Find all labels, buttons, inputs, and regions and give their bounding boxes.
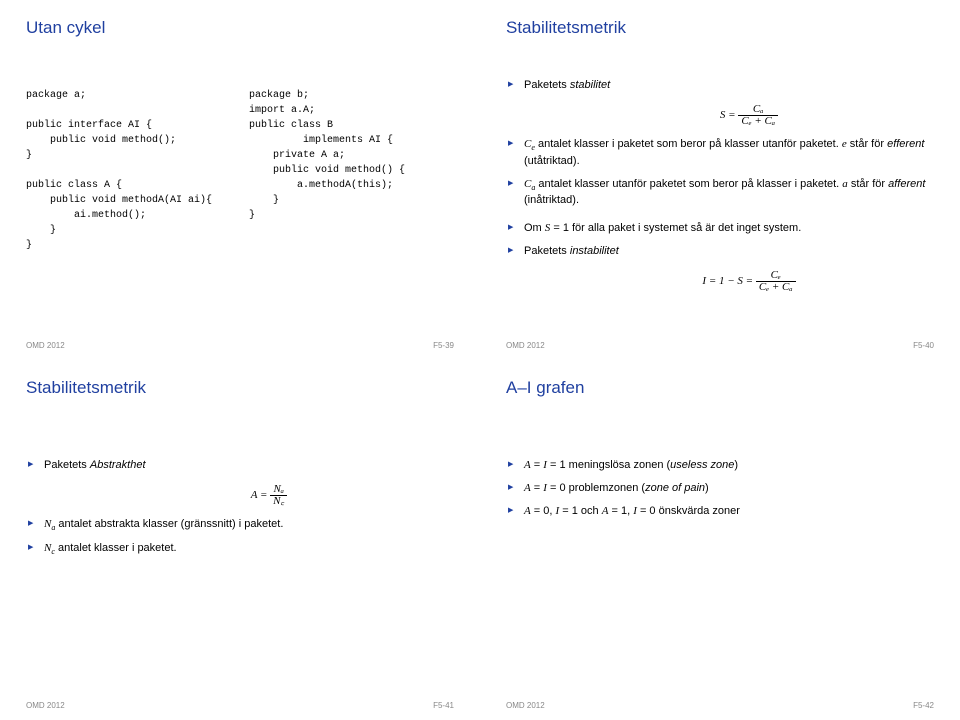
slide-q2: Stabilitetsmetrik Paketets stabilitet S … xyxy=(480,0,960,360)
q1-code-columns: package a; public interface AI { public … xyxy=(26,88,454,253)
q1-footer-right: F5-39 xyxy=(433,341,454,350)
q2-inst-den: Cₑ + Cₐ xyxy=(756,282,796,293)
q3-abs-lhs: A = xyxy=(251,489,268,501)
q2-stab-frac: Cₐ Cₑ + Cₐ xyxy=(738,104,778,127)
q3-b3: Nc antalet klasser i paketet. xyxy=(44,541,454,558)
q2-b5-em: instabilitet xyxy=(570,245,619,257)
q3-b1: Paketets Abstrakthet A = Nₐ N꜀ xyxy=(44,458,454,507)
q2-title: Stabilitetsmetrik xyxy=(506,18,934,38)
q3-bullets: Paketets Abstrakthet A = Nₐ N꜀ Na antale… xyxy=(26,458,454,558)
q2-inst-frac: Cₑ Cₑ + Cₐ xyxy=(756,270,796,293)
q3-abstract-formula: A = Nₐ N꜀ xyxy=(84,484,454,507)
q2-inst-lhs: I = 1 − S = xyxy=(702,275,753,287)
q1-footer: OMD 2012 F5-39 xyxy=(26,341,454,350)
q4-bullets: A = I = 1 meningslösa zonen (useless zon… xyxy=(506,458,934,520)
q2-b5-pre: Paketets xyxy=(524,245,567,257)
q4-b3: A = 0, I = 1 och A = 1, I = 0 önskvärda … xyxy=(524,504,934,520)
q2-bullets: Paketets stabilitet S = Cₐ Cₑ + Cₐ Ce an… xyxy=(506,78,934,293)
q1-title: Utan cykel xyxy=(26,18,454,38)
q4-footer-right: F5-42 xyxy=(913,701,934,710)
q2-b4: Om S = 1 för alla paket i systemet så är… xyxy=(524,221,934,237)
q4-footer: OMD 2012 F5-42 xyxy=(506,701,934,710)
q1-code-left: package a; public interface AI { public … xyxy=(26,88,231,253)
slide-q4: A–I grafen A = I = 1 meningslösa zonen (… xyxy=(480,360,960,720)
q2-b2: Ce antalet klasser i paketet som beror p… xyxy=(524,137,934,170)
q3-abs-frac: Nₐ N꜀ xyxy=(270,484,287,507)
q2-stability-formula: S = Cₐ Cₑ + Cₐ xyxy=(564,104,934,127)
page: Utan cykel package a; public interface A… xyxy=(0,0,960,720)
q2-footer: OMD 2012 F5-40 xyxy=(506,341,934,350)
q2-footer-left: OMD 2012 xyxy=(506,341,545,350)
q3-b2: Na antalet abstrakta klasser (gränssnitt… xyxy=(44,517,454,534)
q2-b1-pre: Paketets xyxy=(524,79,567,91)
q2-b1: Paketets stabilitet S = Cₐ Cₑ + Cₐ xyxy=(524,78,934,127)
q3-footer: OMD 2012 F5-41 xyxy=(26,701,454,710)
q3-footer-right: F5-41 xyxy=(433,701,454,710)
q2-stab-den: Cₑ + Cₐ xyxy=(738,116,778,127)
q3-footer-left: OMD 2012 xyxy=(26,701,65,710)
q2-b1-em: stabilitet xyxy=(570,79,610,91)
q2-instability-formula: I = 1 − S = Cₑ Cₑ + Cₐ xyxy=(564,270,934,293)
q3-title: Stabilitetsmetrik xyxy=(26,378,454,398)
slide-q1: Utan cykel package a; public interface A… xyxy=(0,0,480,360)
q3-b1-em: Abstrakthet xyxy=(90,459,146,471)
slide-q3: Stabilitetsmetrik Paketets Abstrakthet A… xyxy=(0,360,480,720)
q3-b1-pre: Paketets xyxy=(44,459,87,471)
q4-title: A–I grafen xyxy=(506,378,934,398)
q1-code-right: package b; import a.A; public class B im… xyxy=(249,88,454,253)
q1-footer-left: OMD 2012 xyxy=(26,341,65,350)
q2-b3: Ca antalet klasser utanför paketet som b… xyxy=(524,177,934,210)
q2-stab-lhs: S = xyxy=(720,109,736,121)
q4-b1: A = I = 1 meningslösa zonen (useless zon… xyxy=(524,458,934,474)
q2-b5: Paketets instabilitet I = 1 − S = Cₑ Cₑ … xyxy=(524,244,934,293)
q2-footer-right: F5-40 xyxy=(913,341,934,350)
q3-abs-den: N꜀ xyxy=(270,496,287,507)
q4-b2: A = I = 0 problemzonen (zone of pain) xyxy=(524,481,934,497)
q4-footer-left: OMD 2012 xyxy=(506,701,545,710)
